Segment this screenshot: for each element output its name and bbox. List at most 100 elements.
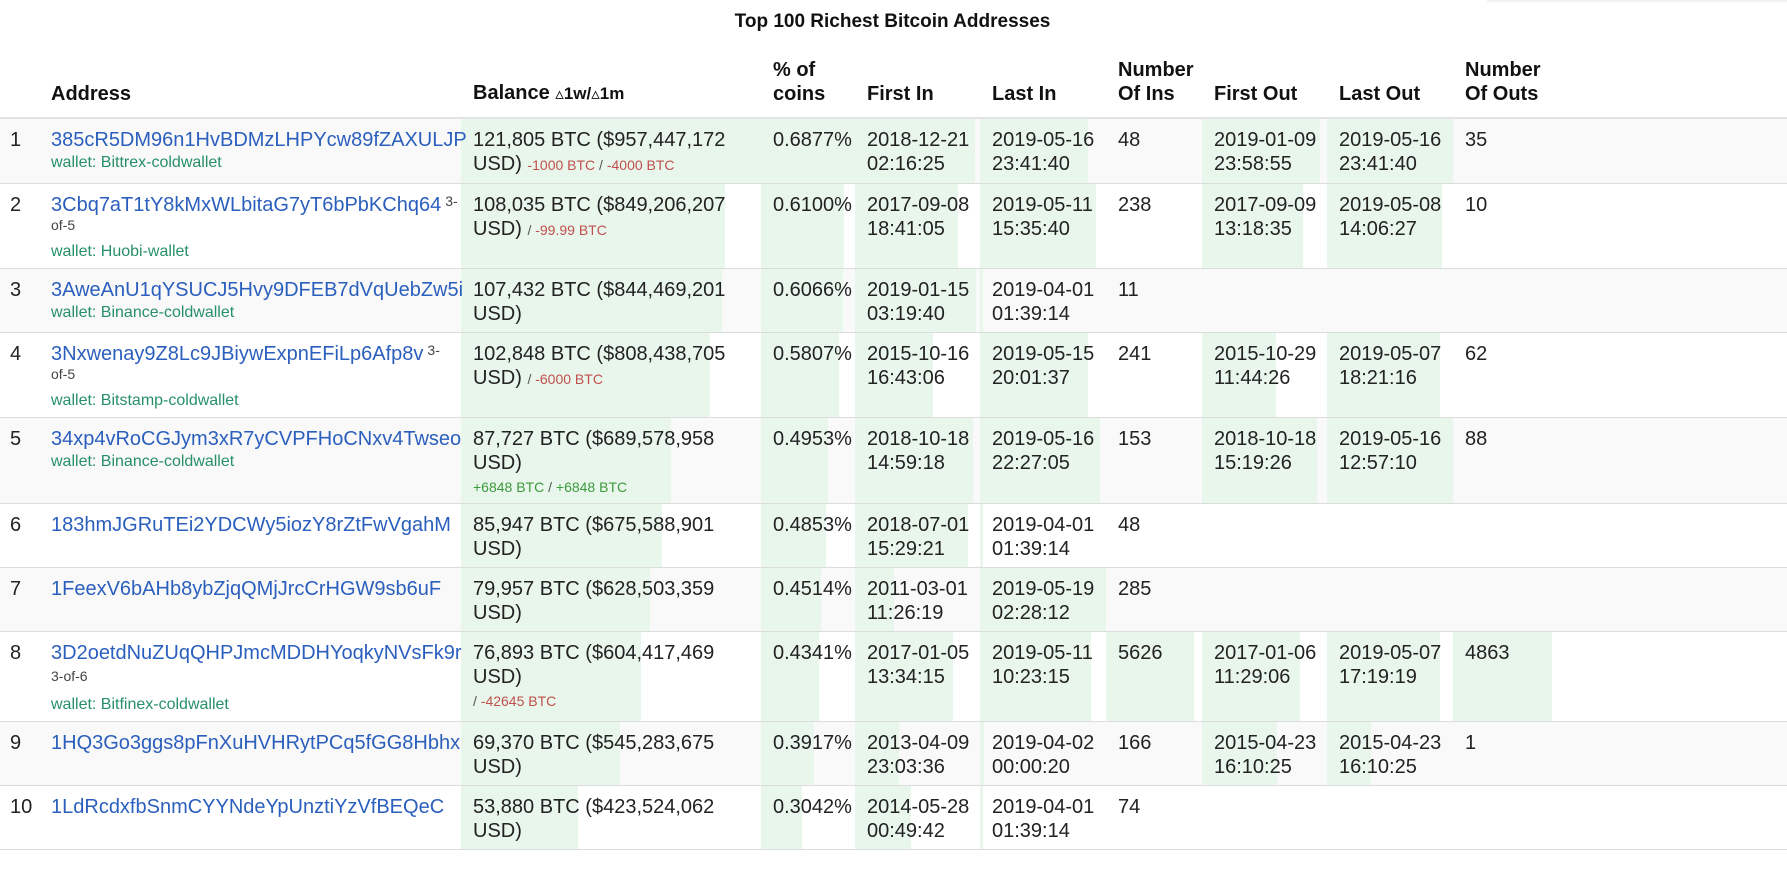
last-in-time: 22:27:05 bbox=[992, 452, 1070, 474]
change-1m: -4000 BTC bbox=[606, 157, 675, 173]
number-of-ins-cell: 241 bbox=[1106, 332, 1202, 418]
address-link[interactable]: 183hmJGRuTEi2YDCWy5iozY8rZtFwVgahM bbox=[51, 514, 451, 536]
first-in-time: 14:59:18 bbox=[867, 452, 945, 474]
first-in-date: 2018-12-21 bbox=[867, 129, 970, 151]
first-in-cell: 2013-04-09 23:03:36 bbox=[855, 721, 980, 786]
last-out-cell: 2019-05-07 17:19:19 bbox=[1327, 631, 1453, 722]
address-link[interactable]: 1LdRcdxfbSnmCYYNdeYpUnztiYzVfBEQeC bbox=[51, 796, 445, 818]
header-index bbox=[0, 36, 39, 119]
first-out-date: 2017-01-06 bbox=[1214, 642, 1317, 664]
row-index-value: 3 bbox=[10, 279, 22, 301]
row-index: 1 bbox=[0, 118, 39, 184]
balance-cell: 76,893 BTC ($604,417,469 USD) / -42645 B… bbox=[461, 631, 761, 722]
multisig-badge: 3-of-5 bbox=[51, 193, 458, 233]
last-out-date: 2019-05-08 bbox=[1339, 194, 1442, 216]
header-last-in-label: Last In bbox=[992, 83, 1057, 105]
header-ins-line1: Number bbox=[1118, 59, 1194, 81]
balance-value: 108,035 BTC ($849,206,207 USD) bbox=[473, 194, 726, 240]
first-out-cell bbox=[1202, 785, 1327, 850]
last-out-bar bbox=[1327, 184, 1442, 268]
last-in-cell: 2019-05-11 15:35:40 bbox=[980, 183, 1106, 269]
first-out-cell: 2019-01-09 23:58:55 bbox=[1202, 118, 1327, 184]
header-address[interactable]: Address bbox=[39, 36, 461, 119]
header-address-label: Address bbox=[51, 83, 132, 105]
change-1w: +6848 BTC bbox=[473, 479, 545, 495]
first-in-cell: 2014-05-28 00:49:42 bbox=[855, 785, 980, 850]
address-link[interactable]: 385cR5DM96n1HvBDMzLHPYcw89fZAXULJP bbox=[51, 129, 467, 151]
percent-cell: 0.3042% bbox=[761, 785, 855, 850]
percent-cell: 0.3917% bbox=[761, 721, 855, 786]
first-in-bar bbox=[855, 722, 899, 785]
header-pct-line2: coins bbox=[773, 83, 826, 105]
percent-cell: 0.4953% bbox=[761, 417, 855, 504]
number-of-ins-value: 74 bbox=[1118, 796, 1141, 818]
header-first-in[interactable]: First In bbox=[855, 36, 980, 119]
address-cell: 1LdRcdxfbSnmCYYNdeYpUnztiYzVfBEQeC bbox=[39, 785, 461, 850]
number-of-outs-cell: 35 bbox=[1453, 118, 1787, 184]
wallet-label[interactable]: wallet: Huobi-wallet bbox=[51, 243, 189, 260]
number-of-outs-value: 1 bbox=[1465, 732, 1477, 754]
table-row: 5 34xp4vRoCGJym3xR7yCVPFHoCNxv4Twseo wal… bbox=[0, 417, 1787, 504]
last-in-cell: 2019-04-01 01:39:14 bbox=[980, 268, 1106, 333]
last-in-cell: 2019-04-01 01:39:14 bbox=[980, 785, 1106, 850]
first-out-cell: 2015-04-23 16:10:25 bbox=[1202, 721, 1327, 786]
number-of-ins-value: 166 bbox=[1118, 732, 1152, 754]
header-percent-coins[interactable]: % of coins bbox=[761, 36, 855, 119]
percent-value: 0.5807% bbox=[773, 343, 852, 365]
address-cell: 3D2oetdNuZUqQHPJmcMDDHYoqkyNVsFk9r 3-of-6… bbox=[39, 631, 462, 722]
number-of-outs-cell: 4863 bbox=[1453, 631, 1787, 722]
header-number-of-ins[interactable]: Number Of Ins bbox=[1106, 36, 1202, 119]
balance-cell: 79,957 BTC ($628,503,359 USD) / bbox=[461, 567, 761, 632]
address-link[interactable]: 3AweAnU1qYSUCJ5Hvy9DFEB7dVqUebZw5i bbox=[51, 279, 464, 301]
last-in-bar bbox=[980, 504, 983, 567]
first-in-cell: 2018-10-18 14:59:18 bbox=[855, 417, 980, 504]
change-1m: -42645 BTC bbox=[480, 693, 557, 709]
address-link[interactable]: 3D2oetdNuZUqQHPJmcMDDHYoqkyNVsFk9r bbox=[51, 642, 462, 664]
table-body: 1 385cR5DM96n1HvBDMzLHPYcw89fZAXULJP wal… bbox=[0, 118, 1787, 850]
percent-cell: 0.6100% bbox=[761, 183, 855, 269]
header-last-in[interactable]: Last In bbox=[980, 36, 1106, 119]
address-link[interactable]: 3Cbq7aT1tY8kMxWLbitaG7yT6bPbKChq64 bbox=[51, 194, 442, 216]
wallet-label[interactable]: wallet: Binance-coldwallet bbox=[51, 304, 235, 321]
header-balance[interactable]: Balance ▵1w/▵1m bbox=[461, 36, 761, 119]
percent-value: 0.6066% bbox=[773, 279, 852, 301]
first-in-date: 2014-05-28 bbox=[867, 796, 970, 818]
last-out-cell: 2019-05-07 18:21:16 bbox=[1327, 332, 1453, 418]
wallet-label[interactable]: wallet: Bitfinex-coldwallet bbox=[51, 696, 229, 713]
change-separator: / bbox=[527, 371, 536, 387]
last-out-time: 18:21:16 bbox=[1339, 367, 1417, 389]
last-out-cell bbox=[1327, 503, 1453, 568]
number-of-ins-cell: 48 bbox=[1106, 118, 1202, 184]
last-out-bar bbox=[1327, 119, 1453, 183]
table-row: 2 3Cbq7aT1tY8kMxWLbitaG7yT6bPbKChq64 3-of… bbox=[0, 183, 1787, 269]
header-number-of-outs[interactable]: Number Of Outs bbox=[1453, 36, 1787, 119]
percent-bar bbox=[761, 722, 814, 785]
wallet-label[interactable]: wallet: Bittrex-coldwallet bbox=[51, 154, 222, 171]
row-index: 7 bbox=[0, 567, 39, 632]
last-in-cell: 2019-04-01 01:39:14 bbox=[980, 503, 1106, 568]
row-index-value: 4 bbox=[10, 343, 22, 365]
address-link[interactable]: 1FeexV6bAHb8ybZjqQMjJrcCrHGW9sb6uF bbox=[51, 578, 442, 600]
last-in-time: 02:28:12 bbox=[992, 602, 1070, 624]
address-link[interactable]: 34xp4vRoCGJym3xR7yCVPFHoCNxv4Twseo bbox=[51, 428, 462, 450]
row-index: 5 bbox=[0, 417, 39, 504]
number-of-ins-cell: 11 bbox=[1106, 268, 1202, 333]
header-last-out[interactable]: Last Out bbox=[1327, 36, 1453, 119]
table-row: 9 1HQ3Go3ggs8pFnXuHVHRytPCq5fGG8Hbhx 69,… bbox=[0, 721, 1787, 786]
wallet-label[interactable]: wallet: Binance-coldwallet bbox=[51, 453, 235, 470]
address-link[interactable]: 1HQ3Go3ggs8pFnXuHVHRytPCq5fGG8Hbhx bbox=[51, 732, 461, 754]
last-in-bar bbox=[980, 184, 1096, 268]
wallet-label[interactable]: wallet: Bitstamp-coldwallet bbox=[51, 392, 239, 409]
balance-cell: 87,727 BTC ($689,578,958 USD) +6848 BTC … bbox=[461, 417, 761, 504]
row-index-value: 5 bbox=[10, 428, 22, 450]
first-in-time: 23:03:36 bbox=[867, 756, 945, 778]
page-title: Top 100 Richest Bitcoin Addresses bbox=[734, 11, 1051, 32]
header-first-out[interactable]: First Out bbox=[1202, 36, 1327, 119]
first-in-time: 11:26:19 bbox=[867, 602, 944, 624]
change-separator: / bbox=[473, 693, 481, 709]
last-in-date: 2019-05-15 bbox=[992, 343, 1095, 365]
balance-bar bbox=[461, 184, 725, 268]
first-in-bar bbox=[855, 418, 973, 503]
address-link[interactable]: 3Nxwenay9Z8Lc9JBiywExpnEFiLp6Afp8v bbox=[51, 343, 424, 365]
number-of-ins-value: 238 bbox=[1118, 194, 1152, 216]
